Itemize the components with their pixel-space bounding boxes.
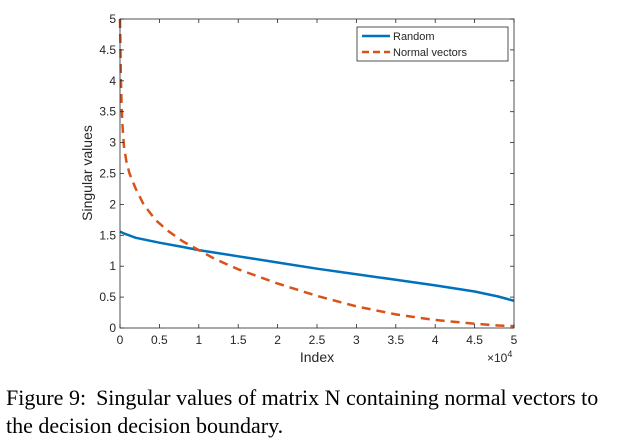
y-tick-label: 4.5 — [99, 43, 116, 57]
x-tick-label: 5 — [511, 333, 518, 347]
y-tick-label: 0 — [109, 321, 116, 335]
legend-label-normal-vectors: Normal vectors — [393, 47, 467, 59]
x-tick-label: 4.5 — [466, 333, 483, 347]
plot-area — [120, 19, 514, 328]
x-tick-label: 0.5 — [151, 333, 168, 347]
singular-values-chart: 0 0.5 1 1.5 2 2.5 3 3.5 4 4.5 5 0 0.5 1 1.5 2 2.5 3 3.5 4 4… — [79, 12, 518, 365]
legend-box — [356, 26, 509, 62]
y-tick-label: 2 — [109, 197, 116, 211]
x-tick-labels: 0 0.5 1 1.5 2 2.5 3 3.5 4 4.5 5 — [117, 333, 518, 347]
y-tick-label: 1 — [109, 259, 116, 273]
y-tick-label: 4 — [109, 74, 116, 88]
x-tick-label: 2 — [274, 333, 281, 347]
x-tick-label: 2.5 — [309, 333, 326, 347]
series-layer — [118, 18, 515, 328]
y-tick-label: 3.5 — [99, 105, 116, 119]
y-axis-title: Singular values — [79, 125, 95, 221]
x-tick-label: 3.5 — [387, 333, 404, 347]
y-tick-label: 3 — [109, 136, 116, 150]
y-tick-label: 1.5 — [99, 228, 116, 242]
caption-prefix: Figure 9: — [6, 385, 87, 410]
x-tick-label: 4 — [432, 333, 439, 347]
x-tick-label: 3 — [353, 333, 360, 347]
y-tick-label: 5 — [109, 12, 116, 26]
x-multiplier-label: ×104 — [487, 349, 512, 365]
x-tick-label: 1.5 — [230, 333, 247, 347]
caption-text: Singular values of matrix N containing n… — [6, 385, 599, 438]
legend: Random Normal vectors — [356, 26, 509, 62]
y-tick-label: 2.5 — [99, 167, 116, 181]
figure-caption: Figure 9: Singular values of matrix N con… — [6, 384, 618, 440]
axes-layer — [119, 18, 515, 329]
series-line-random — [119, 230, 515, 303]
legend-label-random: Random — [393, 31, 435, 43]
x-tick-label: 1 — [195, 333, 202, 347]
x-axis-title: Index — [300, 349, 334, 365]
y-tick-label: 0.5 — [99, 290, 116, 304]
y-tick-labels: 0 0.5 1 1.5 2 2.5 3 3.5 4 4.5 5 — [99, 12, 116, 335]
x-tick-label: 0 — [117, 333, 124, 347]
